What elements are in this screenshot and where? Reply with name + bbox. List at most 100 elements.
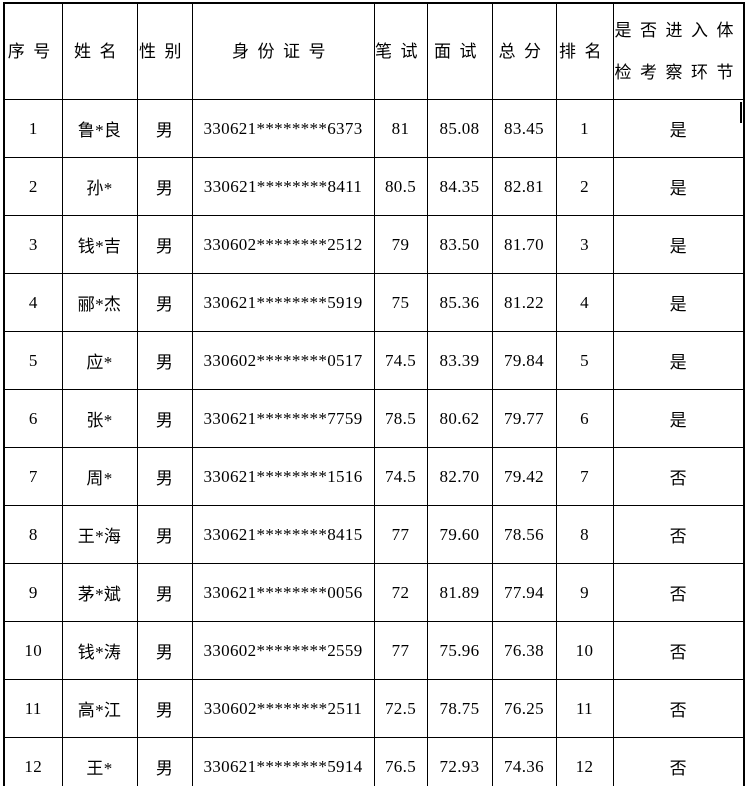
cell-id_number: 330602********0517 xyxy=(191,331,375,390)
cell-name: 钱*涛 xyxy=(61,621,138,680)
cell-written: 72 xyxy=(373,563,428,622)
table-row: 1 鲁*良男 330621********6373 81 85.08 83.45 1 是 xyxy=(3,99,745,158)
cell-rank: 3 xyxy=(555,215,614,274)
header-row: 序号 姓名 性别 身份证号 笔试 面试 总分 排名 是否进入体 检考察环节 xyxy=(3,2,745,100)
cell-id_number: 330602********2511 xyxy=(191,679,375,738)
cell-total: 76.25 xyxy=(491,679,557,738)
table-row: 5 应* 男 330602********0517 74.5 83.39 79.84 5 是 xyxy=(3,331,745,390)
table-row: 9 茅*斌男 330621********0056 72 81.89 77.94 9 否 xyxy=(3,563,745,622)
cell-written: 75 xyxy=(373,273,428,332)
cell-id_number: 330621********8415 xyxy=(191,505,375,564)
cell-gender: 男 xyxy=(136,157,193,216)
cell-enter_physical: 是 xyxy=(612,389,745,448)
cell-gender: 男 xyxy=(136,273,193,332)
cell-written: 79 xyxy=(373,215,428,274)
cell-name: 王* xyxy=(61,737,138,786)
table-row: 10 钱*涛男 330602********2559 77 75.96 76.38 10 否 xyxy=(3,621,745,680)
cell-written: 74.5 xyxy=(373,447,428,506)
cell-id_number: 330602********2559 xyxy=(191,621,375,680)
cell-rank: 1 xyxy=(555,99,614,158)
cell-total: 82.81 xyxy=(491,157,557,216)
column-header-enter_physical: 是否进入体 检考察环节 xyxy=(612,2,745,100)
column-header-written: 笔试 xyxy=(373,2,428,100)
cell-interview: 75.96 xyxy=(426,621,493,680)
column-header-rank: 排名 xyxy=(555,2,614,100)
cell-total: 81.22 xyxy=(491,273,557,332)
cell-gender: 男 xyxy=(136,447,193,506)
cell-rank: 7 xyxy=(555,447,614,506)
cell-interview: 82.70 xyxy=(426,447,493,506)
text-cursor-mark xyxy=(740,102,742,123)
cell-no: 10 xyxy=(3,621,63,680)
cell-written: 76.5 xyxy=(373,737,428,786)
cell-total: 81.70 xyxy=(491,215,557,274)
cell-interview: 84.35 xyxy=(426,157,493,216)
cell-name: 钱*吉 xyxy=(61,215,138,274)
cell-rank: 4 xyxy=(555,273,614,332)
cell-id_number: 330621********5914 xyxy=(191,737,375,786)
cell-no: 11 xyxy=(3,679,63,738)
cell-written: 80.5 xyxy=(373,157,428,216)
cell-rank: 2 xyxy=(555,157,614,216)
cell-id_number: 330621********1516 xyxy=(191,447,375,506)
table-row: 4 郦*杰男 330621********5919 75 85.36 81.22 4 是 xyxy=(3,273,745,332)
cell-interview: 83.39 xyxy=(426,331,493,390)
cell-no: 5 xyxy=(3,331,63,390)
cell-gender: 男 xyxy=(136,99,193,158)
cell-no: 9 xyxy=(3,563,63,622)
cell-no: 4 xyxy=(3,273,63,332)
cell-name: 应* xyxy=(61,331,138,390)
cell-name: 高*江 xyxy=(61,679,138,738)
cell-interview: 81.89 xyxy=(426,563,493,622)
cell-total: 83.45 xyxy=(491,99,557,158)
column-header-id_number: 身份证号 xyxy=(191,2,375,100)
cell-enter_physical: 是 xyxy=(612,157,745,216)
cell-enter_physical: 是 xyxy=(612,273,745,332)
cell-name: 茅*斌 xyxy=(61,563,138,622)
cell-id_number: 330621********5919 xyxy=(191,273,375,332)
cell-name: 周* xyxy=(61,447,138,506)
table-row: 11 高*江男 330602********2511 72.5 78.75 76.25 11… xyxy=(3,679,745,738)
cell-written: 77 xyxy=(373,505,428,564)
column-header-total: 总分 xyxy=(491,2,557,100)
column-header-no: 序号 xyxy=(3,2,63,100)
cell-gender: 男 xyxy=(136,737,193,786)
cell-enter_physical: 否 xyxy=(612,679,745,738)
cell-interview: 80.62 xyxy=(426,389,493,448)
table-row: 6 张* 男 330621********7759 78.5 80.62 79.77 6 是 xyxy=(3,389,745,448)
cell-gender: 男 xyxy=(136,389,193,448)
column-header-interview: 面试 xyxy=(426,2,493,100)
cell-interview: 83.50 xyxy=(426,215,493,274)
cell-enter_physical: 否 xyxy=(612,447,745,506)
cell-no: 7 xyxy=(3,447,63,506)
cell-no: 6 xyxy=(3,389,63,448)
cell-interview: 85.36 xyxy=(426,273,493,332)
table-row: 3 钱*吉男 330602********2512 79 83.50 81.70 3 是 xyxy=(3,215,745,274)
cell-no: 8 xyxy=(3,505,63,564)
cell-name: 孙* xyxy=(61,157,138,216)
column-header-gender: 性别 xyxy=(136,2,193,100)
cell-no: 3 xyxy=(3,215,63,274)
cell-id_number: 330602********2512 xyxy=(191,215,375,274)
cell-id_number: 330621********0056 xyxy=(191,563,375,622)
score-table-body: 1 鲁*良男 330621********6373 81 85.08 83.45 1 是 2 孙*… xyxy=(3,99,745,786)
table-row: 8 王*海男 330621********8415 77 79.60 78.56 8 否 xyxy=(3,505,745,564)
cell-written: 81 xyxy=(373,99,428,158)
cell-rank: 5 xyxy=(555,331,614,390)
cell-gender: 男 xyxy=(136,679,193,738)
cell-no: 2 xyxy=(3,157,63,216)
table-row: 12 王* 男 330621********5914 76.5 72.93 74.36 12 否 xyxy=(3,737,745,786)
cell-gender: 男 xyxy=(136,563,193,622)
cell-written: 72.5 xyxy=(373,679,428,738)
cell-enter_physical: 否 xyxy=(612,505,745,564)
cell-enter_physical: 否 xyxy=(612,563,745,622)
cell-total: 79.77 xyxy=(491,389,557,448)
cell-name: 鲁*良 xyxy=(61,99,138,158)
cell-name: 王*海 xyxy=(61,505,138,564)
cell-id_number: 330621********7759 xyxy=(191,389,375,448)
cell-interview: 85.08 xyxy=(426,99,493,158)
cell-rank: 8 xyxy=(555,505,614,564)
cell-rank: 10 xyxy=(555,621,614,680)
cell-no: 1 xyxy=(3,99,63,158)
